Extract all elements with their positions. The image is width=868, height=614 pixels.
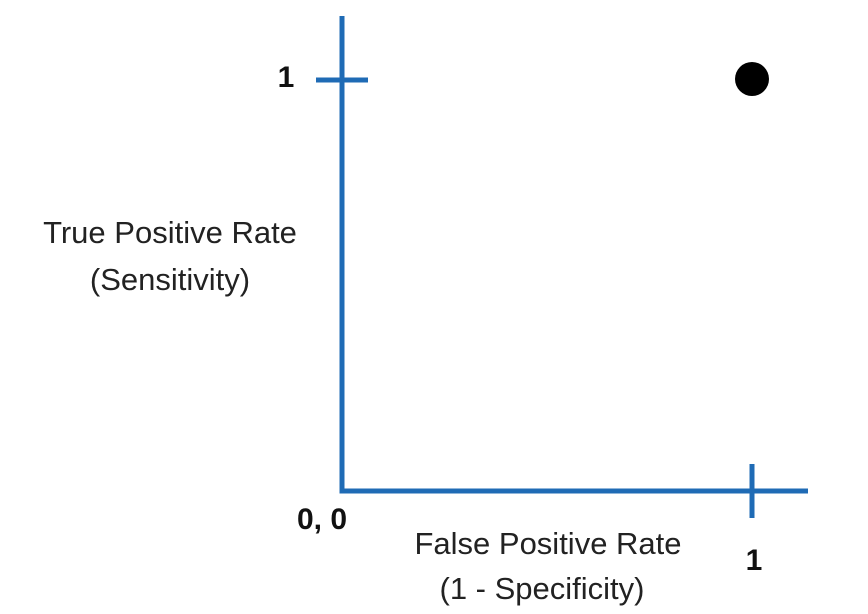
data-point-0 bbox=[735, 62, 769, 96]
x-axis-title-line2: (1 - Specificity) bbox=[440, 571, 645, 606]
y-axis-title-line1: True Positive Rate bbox=[43, 215, 297, 250]
axes bbox=[339, 16, 808, 494]
origin-label: 0, 0 bbox=[297, 503, 347, 536]
y-axis-tick-label-1: 1 bbox=[278, 61, 295, 94]
ticks bbox=[316, 77, 755, 518]
data-points bbox=[735, 62, 769, 96]
x-axis-tick-label-1: 1 bbox=[746, 544, 763, 577]
x-axis-title-line1: False Positive Rate bbox=[414, 526, 681, 561]
y-axis-title-line2: (Sensitivity) bbox=[90, 262, 250, 297]
